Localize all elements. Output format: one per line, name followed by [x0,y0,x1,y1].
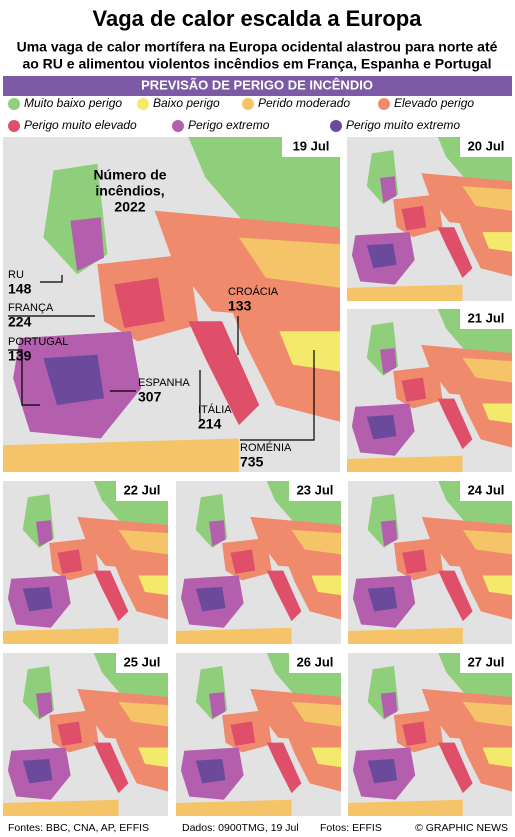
date-box [116,653,168,673]
legend-label: Elevado perigo [394,96,474,110]
forecast-map [3,653,168,816]
section-title: PREVISÃO DE PERIGO DE INCÊNDIO [141,77,373,92]
subtitle: ao RU e alimentou violentos incêndios em… [22,56,491,72]
country-name: FRANÇA [8,302,54,314]
country-name: ITÁLIA [198,403,232,416]
legend-label: Muito baixo perigo [24,96,122,110]
fire-count: 133 [228,298,252,314]
fire-count: 224 [8,314,32,330]
country-name: CROÁCIA [228,285,279,298]
country-name: ESPANHA [138,377,190,389]
legend-swatch [242,98,254,110]
date-box [460,481,512,501]
section-banner [3,76,512,96]
title: Vaga de calor escalda a Europa [93,6,423,31]
fire-count: 735 [240,454,264,470]
legend-swatch [137,98,149,110]
legend-swatch [8,98,20,110]
legend-label: Perido moderado [258,96,350,110]
fire-count: 307 [138,389,162,405]
footer-data: Dados: 0900TMG, 19 Jul [182,822,299,834]
date-box [289,481,341,501]
date-label: 23 Jul [297,482,334,497]
fires-title: 2022 [114,199,145,215]
legend-swatch [378,98,390,110]
date-label: 27 Jul [468,654,505,669]
date-label: 20 Jul [468,138,505,153]
legend-label: Perigo extremo [188,118,270,132]
legend-label: Perigo muito extremo [346,118,460,132]
date-box [289,653,341,673]
country-name: RU [8,269,24,281]
date-label: 25 Jul [124,654,161,669]
forecast-map [176,653,341,816]
footer-sources: Fontes: BBC, CNA, AP, EFFIS [8,822,149,834]
fire-count: 214 [198,416,222,432]
forecast-map [3,481,168,644]
forecast-map [176,481,341,644]
subtitle: Uma vaga de calor mortífera na Europa oc… [17,39,498,55]
date-label: 26 Jul [297,654,334,669]
forecast-map [347,309,512,472]
forecast-map [348,653,512,816]
fire-count: 139 [8,348,32,364]
legend-label: Baixo perigo [153,96,220,110]
legend-label: Perigo muito elevado [24,118,137,132]
date-box [460,653,512,673]
footer-credit: © GRAPHIC NEWS [415,822,508,834]
legend-swatch [172,120,184,132]
forecast-map [3,137,340,472]
legend-swatch [330,120,342,132]
fires-title: Número de [93,167,166,183]
forecast-map [348,481,512,644]
fires-title: incêndios, [95,183,164,199]
date-label: 21 Jul [468,310,505,325]
maps: 19 Jul 20 Jul 21 Jul 22 Jul 23 Jul 24 Jul 25 J… [3,137,512,816]
forecast-map [347,137,512,301]
fire-count: 148 [8,281,32,297]
date-label: 19 Jul [293,138,330,153]
footer-photos: Fotos: EFFIS [320,822,382,834]
country-name: ROMÉNIA [240,441,292,454]
leader-lines [8,275,315,441]
date-box [460,137,512,157]
date-label: 24 Jul [468,482,505,497]
legend-swatch [8,120,20,132]
date-label: 22 Jul [124,482,161,497]
date-box [282,137,340,157]
country-name: PORTUGAL [8,336,68,348]
date-box [116,481,168,501]
legend: Muito baixo perigo Baixo perigo Perido mod… [8,96,474,132]
date-box [460,309,512,329]
